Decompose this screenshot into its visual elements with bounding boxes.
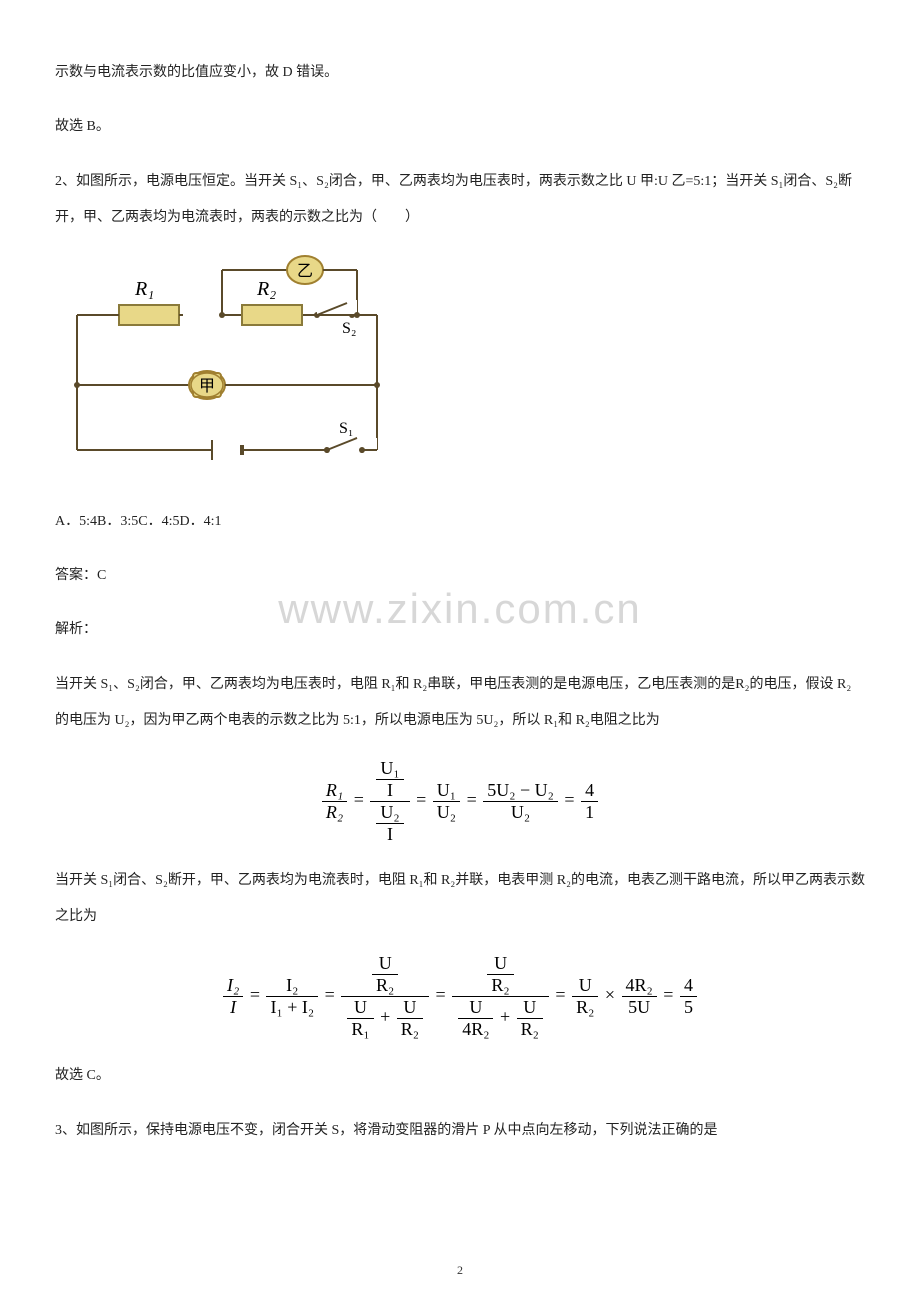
page-content: 示数与电流表示数的比值应变小，故 D 错误。 故选 B。 2、如图所示，电源电压… [55,55,865,1149]
analysis-paragraph-1: 当开关 S₁、S₂闭合，甲、乙两表均为电压表时，电阻 R₁和 R₂串联，甲电压表… [55,667,865,740]
analysis-paragraph-2: 当开关 S₁闭合、S₂断开，甲、乙两表均为电流表时，电阻 R₁和 R₂并联，电表… [55,863,865,936]
page-number: 2 [457,1263,463,1278]
top-fragment: 示数与电流表示数的比值应变小，故 D 错误。 [55,55,865,91]
meter-yi-label: 乙 [297,263,313,280]
s1-label: S₁ [339,420,353,437]
equation-1: R₁R₂ = U₁I U₂I = U₁U₂ = 5U₂ − U₂U₂ = 41 [55,758,865,845]
equation-2: I₂I = I₂I₁ + I₂ = UR₂ UR₁ + UR₂ = UR₂ U4… [55,953,865,1040]
question-2-options: A．5:4B．3:5C．4:5D．4:1 [55,504,865,540]
circuit-diagram: S₁ R₁ R₂ 乙 S₂ [57,255,865,480]
r2-label: R₂ [256,278,276,300]
question-2-text: 2、如图所示，电源电压恒定。当开关 S₁、S₂闭合，甲、乙两表均为电压表时，两表… [55,164,865,237]
analysis-label: 解析： [55,612,865,648]
conclusion-c: 故选 C。 [55,1058,865,1094]
question-3-text: 3、如图所示，保持电源电压不变，闭合开关 S，将滑动变阻器的滑片 P 从中点向左… [55,1113,865,1149]
answer-label: 答案：C [55,558,865,594]
top-conclusion: 故选 B。 [55,109,865,145]
r1-label: R₁ [134,278,154,300]
s2-label: S₂ [342,320,356,337]
meter-jia-label: 甲 [199,378,215,395]
